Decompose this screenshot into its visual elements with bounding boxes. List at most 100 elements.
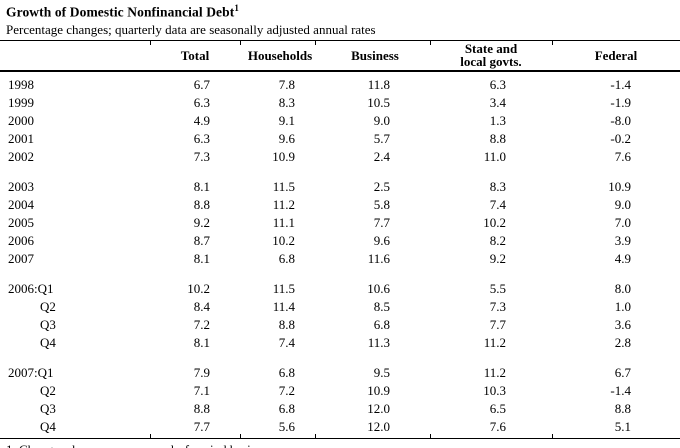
value-text: 8.1 (193, 334, 210, 350)
value-cell: 5.7 (320, 130, 430, 148)
value-cell: 5.1 (552, 418, 680, 436)
value-text: 9.2 (489, 250, 506, 266)
value-cell: 8.1 (150, 178, 240, 196)
value-text: 8.8 (193, 400, 210, 416)
value-text: 11.5 (272, 280, 295, 296)
value-cell: 1.3 (430, 112, 552, 130)
row-label: Q4 (40, 334, 56, 350)
value-cell: 10.3 (430, 382, 552, 400)
row-group: 2003 8.1 11.5 2.5 8.3 10.9 2004 8.8 11.2 5.8 7.4 9.… (0, 178, 680, 268)
value-cell: 6.3 (150, 94, 240, 112)
rule-tick (150, 433, 151, 438)
value-cell: 8.8 (150, 400, 240, 418)
top-rule (0, 39, 680, 45)
value-text: -0.2 (610, 130, 631, 146)
header-row: Total Households Business State and local g… (0, 41, 680, 72)
value-cell: 2.8 (552, 334, 680, 352)
value-cell: 5.8 (320, 196, 430, 214)
value-cell: 11.2 (240, 196, 320, 214)
value-text: 7.1 (193, 382, 210, 398)
value-text: 1.3 (489, 112, 506, 128)
value-text: 8.1 (193, 250, 210, 266)
table-row: Q2 7.1 7.2 10.9 10.3 -1.4 (0, 382, 680, 400)
value-cell: 9.1 (240, 112, 320, 130)
value-cell: -0.2 (552, 130, 680, 148)
value-text: 10.6 (367, 280, 390, 296)
table-row: Q2 8.4 11.4 8.5 7.3 1.0 (0, 298, 680, 316)
row-label: 2006:Q1 (8, 280, 54, 296)
value-text: 7.7 (489, 316, 506, 332)
row-label: 2003 (8, 178, 34, 194)
row-label: Q3 (40, 400, 56, 416)
row-label: Q3 (40, 316, 56, 332)
value-text: 8.7 (193, 232, 210, 248)
value-cell: 6.8 (240, 400, 320, 418)
page-title: Growth of Domestic Nonfinancial Debt1 (0, 0, 680, 21)
bottom-rule (0, 433, 680, 439)
value-text: 8.8 (193, 196, 210, 212)
value-text: 11.1 (272, 214, 295, 230)
table-row: 1998 6.7 7.8 11.8 6.3 -1.4 (0, 76, 680, 94)
value-text: 10.5 (367, 94, 390, 110)
value-text: 11.5 (272, 178, 295, 194)
value-text: 8.1 (193, 178, 210, 194)
rule-tick (150, 40, 151, 45)
value-text: 2.4 (373, 148, 390, 164)
value-cell: 9.6 (320, 232, 430, 250)
table-row: 2006:Q1 10.2 11.5 10.6 5.5 8.0 (0, 280, 680, 298)
value-cell: 7.6 (552, 148, 680, 166)
value-text: 7.3 (193, 148, 210, 164)
value-text: 5.8 (373, 196, 390, 212)
value-text: 10.9 (367, 382, 390, 398)
value-cell: 7.3 (430, 298, 552, 316)
value-cell: 11.4 (240, 298, 320, 316)
table-row: 2007 8.1 6.8 11.6 9.2 4.9 (0, 250, 680, 268)
table-row: 2004 8.8 11.2 5.8 7.4 9.0 (0, 196, 680, 214)
table-row: Q3 8.8 6.8 12.0 6.5 8.8 (0, 400, 680, 418)
row-group: 2007:Q1 7.9 6.8 9.5 11.2 6.7 Q2 7.1 7.2 10.9 10.3 -… (0, 364, 680, 436)
value-text: 3.6 (614, 316, 631, 332)
value-cell: 11.5 (240, 178, 320, 196)
value-text: 10.9 (272, 148, 295, 164)
value-text: 7.0 (614, 214, 631, 230)
value-text: 6.3 (489, 76, 506, 92)
value-cell: 8.1 (150, 334, 240, 352)
row-label: 2007:Q1 (8, 364, 54, 380)
value-text: 8.0 (614, 280, 631, 296)
value-text: 7.7 (193, 418, 210, 434)
value-cell: 11.6 (320, 250, 430, 268)
value-text: 9.2 (193, 214, 210, 230)
value-cell: 10.9 (552, 178, 680, 196)
value-cell: 6.8 (320, 316, 430, 334)
value-cell: 9.5 (320, 364, 430, 382)
value-cell: 8.8 (430, 130, 552, 148)
value-text: 11.2 (272, 196, 295, 212)
value-text: 6.3 (193, 130, 210, 146)
value-cell: 10.2 (430, 214, 552, 232)
value-text: 11.3 (367, 334, 390, 350)
table-row: 1999 6.3 8.3 10.5 3.4 -1.9 (0, 94, 680, 112)
value-text: -8.0 (610, 112, 631, 128)
value-text: 7.8 (278, 76, 295, 92)
value-cell: 8.4 (150, 298, 240, 316)
value-cell: 7.4 (240, 334, 320, 352)
value-cell: 7.8 (240, 76, 320, 94)
value-text: 10.9 (608, 178, 631, 194)
value-cell: 6.5 (430, 400, 552, 418)
value-text: 11.2 (483, 364, 506, 380)
value-cell: 7.7 (320, 214, 430, 232)
value-cell: 9.2 (150, 214, 240, 232)
value-text: 6.8 (373, 316, 390, 332)
title-text: Growth of Domestic Nonfinancial Debt (6, 4, 235, 20)
value-cell: 3.4 (430, 94, 552, 112)
value-text: 12.0 (367, 418, 390, 434)
table-row: Q4 8.1 7.4 11.3 11.2 2.8 (0, 334, 680, 352)
row-group: 1998 6.7 7.8 11.8 6.3 -1.4 1999 6.3 8.3 10.5 3.4 -1… (0, 76, 680, 166)
value-cell: -8.0 (552, 112, 680, 130)
row-label: 2006 (8, 232, 34, 248)
value-cell: 8.8 (150, 196, 240, 214)
value-text: -1.4 (610, 382, 631, 398)
value-text: 9.0 (373, 112, 390, 128)
value-text: 8.8 (278, 316, 295, 332)
table-row: 2002 7.3 10.9 2.4 11.0 7.6 (0, 148, 680, 166)
